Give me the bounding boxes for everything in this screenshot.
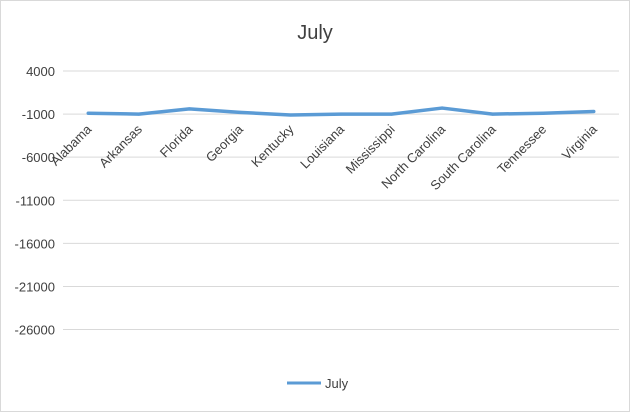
y-tick-label: -11000 — [15, 193, 55, 208]
data-point — [390, 112, 394, 116]
x-category-label: Tennessee — [494, 122, 549, 177]
legend: July — [287, 376, 349, 391]
x-category-label: Kentucky — [248, 121, 297, 170]
y-tick-label: 4000 — [26, 64, 55, 79]
y-tick-label: -6000 — [22, 150, 55, 165]
y-tick-label: -1000 — [22, 107, 55, 122]
y-axis-tick-labels: 4000 -1000 -6000 -11000 -16000 -21000 -26000 — [15, 64, 55, 338]
x-category-label: Louisiana — [297, 121, 348, 172]
data-point — [440, 106, 444, 110]
data-point — [491, 112, 495, 116]
data-point — [339, 112, 343, 116]
legend-label-july: July — [325, 376, 349, 391]
x-category-label: Alabama — [48, 121, 95, 168]
data-point — [238, 110, 242, 114]
series-lines — [86, 106, 596, 117]
x-category-label: Florida — [157, 121, 196, 160]
x-category-label: Virginia — [559, 121, 601, 163]
x-category-label: Arkansas — [96, 121, 145, 170]
y-tick-label: -21000 — [15, 279, 55, 294]
data-point — [288, 113, 292, 117]
y-tick-label: -16000 — [15, 236, 55, 251]
data-point — [592, 110, 596, 114]
chart-title: July — [297, 22, 333, 44]
y-tick-label: -26000 — [15, 323, 55, 338]
data-point — [541, 111, 545, 115]
data-point — [187, 107, 191, 111]
data-point — [137, 112, 141, 116]
gridlines — [63, 70, 619, 331]
data-point — [86, 111, 90, 115]
x-category-label: Georgia — [203, 121, 247, 165]
